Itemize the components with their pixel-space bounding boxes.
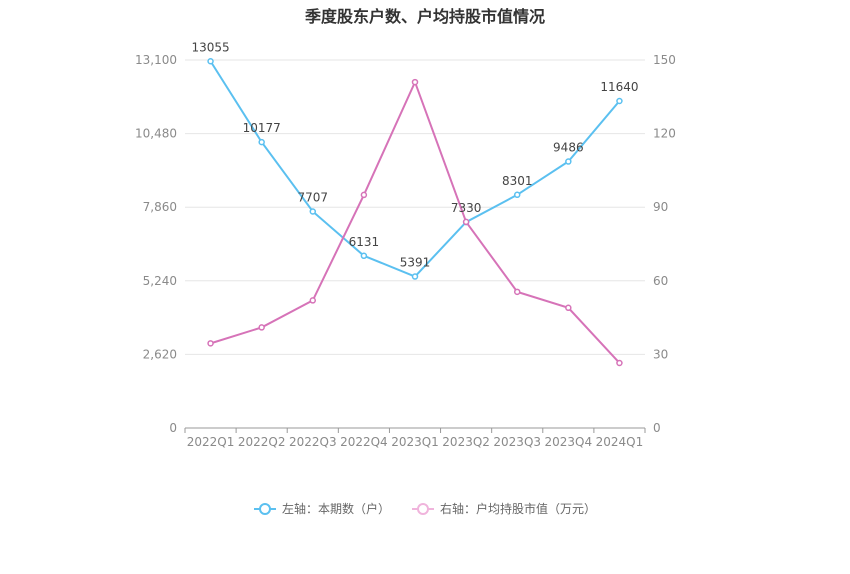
left-axis-tick-label: 10,480 [135,127,177,141]
x-axis-tick-label: 2023Q3 [493,435,541,449]
legend-item-avg-value[interactable]: 右轴：户均持股市值（万元） [412,500,596,517]
legend-label-avg-value: 右轴：户均持股市值（万元） [440,502,597,516]
data-point-0 [258,138,265,146]
data-point-1 [616,359,623,367]
left-axis-tick-label: 7,860 [143,200,177,214]
right-axis-tick-label: 120 [653,127,676,141]
legend: 左轴：本期数（户） 右轴：户均持股市值（万元） [0,500,850,517]
axes: 0 2,620 5,240 7,860 10,480 13,100 0 30 60 90 120 15… [135,53,676,449]
right-axis-tick-label: 150 [653,53,676,67]
data-point-1 [462,218,470,226]
data-point-1 [258,324,265,331]
left-axis-tick-label: 0 [169,421,177,435]
legend-marker-avg-value [412,502,434,515]
data-label: 8301 [502,174,533,188]
data-point-1 [207,340,214,347]
data-label: 7707 [298,190,329,204]
x-axis-tick-label: 2022Q3 [289,435,337,449]
x-axis-tick-label: 2024Q1 [596,435,644,449]
gridlines [185,59,645,355]
right-axis-tick-label: 60 [653,274,668,288]
data-labels: 13055 10177 7707 6131 5391 7330 8301 9486 11640 [191,40,638,269]
data-label: 7330 [451,201,482,215]
x-axis-tick-label: 2023Q4 [545,435,593,449]
left-axis-tick-label: 13,100 [135,53,177,67]
data-point-0 [616,97,623,105]
data-point-0 [411,273,419,280]
data-label: 10177 [243,121,281,135]
x-axis-tick-label: 2023Q1 [391,435,439,449]
x-axis-tick-label: 2022Q4 [340,435,388,449]
data-point-0 [513,191,521,199]
left-axis-tick-label: 2,620 [143,347,177,361]
data-label: 9486 [553,141,584,155]
data-point-0 [207,58,214,65]
data-point-0 [360,252,368,260]
x-axis-tick-label: 2022Q1 [187,435,235,449]
data-point-1 [360,191,368,199]
series-lines [209,60,621,364]
data-point-1 [309,297,317,304]
right-axis-tick-label: 30 [653,347,668,361]
left-axis-tick-label: 5,240 [143,274,177,288]
data-point-1 [565,304,572,312]
legend-item-households[interactable]: 左轴：本期数（户） [253,500,390,517]
right-axis-tick-label: 90 [653,200,668,214]
series-points [207,58,623,367]
legend-label-households: 左轴：本期数（户） [281,502,390,516]
legend-marker-households [253,502,276,515]
right-axis-tick-label: 0 [653,421,661,435]
chart-title: 季度股东户数、户均持股市值情况 [304,7,545,26]
x-axis-tick-label: 2023Q2 [442,435,490,449]
x-axis-tick-label: 2022Q2 [238,435,286,449]
data-point-0 [309,208,317,215]
data-label: 6131 [349,235,380,249]
data-point-1 [513,288,521,296]
data-point-1 [411,78,419,86]
data-label: 11640 [600,80,638,94]
data-point-0 [565,158,572,165]
data-label: 13055 [191,40,229,54]
series-line-0 [209,60,621,278]
data-label: 5391 [400,256,431,270]
